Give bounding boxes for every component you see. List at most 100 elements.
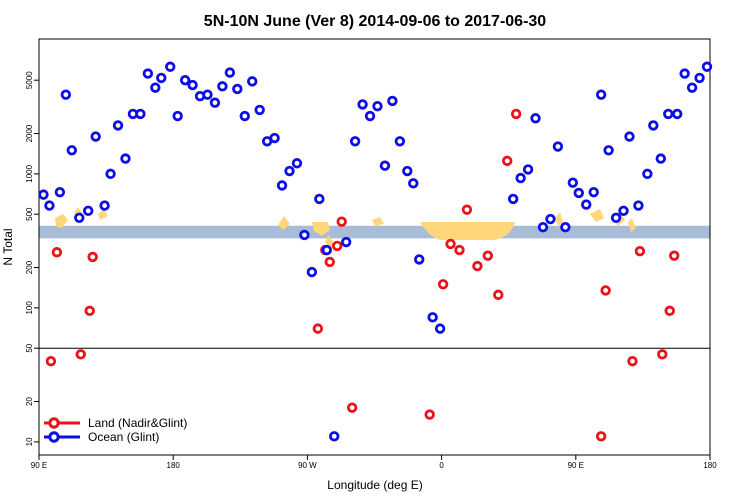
data-point-ocean	[603, 145, 614, 156]
data-point-ocean	[552, 141, 564, 152]
legend-label-ocean: Ocean (Glint)	[88, 430, 159, 444]
data-point-ocean	[60, 89, 72, 100]
land-shape-8	[590, 209, 604, 222]
legend-label-land: Land (Nadir&Glint)	[88, 416, 187, 430]
x-tick-label: 180	[167, 461, 181, 470]
data-point-ocean	[372, 100, 383, 112]
x-tick-label: 180	[703, 461, 717, 470]
data-point-ocean	[321, 244, 332, 256]
y-tick-label: 200	[25, 260, 34, 274]
data-point-ocean	[105, 168, 116, 180]
data-point-ocean	[83, 205, 94, 217]
data-point-land	[600, 285, 611, 296]
data-point-land	[664, 305, 675, 317]
data-point-ocean	[187, 79, 198, 91]
data-point-ocean	[522, 164, 534, 175]
data-point-ocean	[642, 168, 653, 180]
data-point-ocean	[99, 200, 110, 211]
data-point-ocean	[694, 72, 705, 84]
y-tick-label: 1000	[25, 164, 34, 182]
data-point-ocean	[573, 187, 584, 199]
data-point-land	[424, 409, 435, 420]
data-point-land	[510, 108, 522, 120]
land-shape-12	[372, 217, 384, 226]
data-point-land	[75, 349, 86, 360]
land-shape-2	[312, 222, 330, 236]
data-point-land	[84, 305, 95, 317]
data-point-land	[437, 279, 449, 290]
y-tick-label: 20	[25, 397, 34, 406]
data-point-ocean	[357, 99, 368, 110]
data-point-ocean	[209, 97, 221, 108]
data-point-ocean	[530, 113, 541, 124]
data-point-ocean	[610, 212, 622, 224]
data-point-ocean	[120, 153, 131, 164]
land-shape-11	[278, 216, 290, 230]
y-tick-label: 50	[25, 343, 34, 352]
data-point-ocean	[364, 110, 376, 122]
data-point-land	[346, 402, 358, 413]
data-point-land	[669, 250, 680, 261]
data-point-ocean	[633, 200, 644, 211]
data-point-ocean	[402, 165, 413, 177]
data-point-ocean	[379, 160, 391, 171]
data-point-land	[493, 289, 504, 301]
data-point-land	[472, 260, 483, 272]
data-point-ocean	[239, 110, 250, 122]
data-point-ocean	[663, 108, 674, 120]
y-tick-label: 5000	[25, 71, 34, 89]
data-point-ocean	[414, 254, 425, 265]
data-point-ocean	[165, 61, 176, 72]
data-point-ocean	[142, 68, 154, 79]
data-point-ocean	[624, 131, 635, 142]
data-point-ocean	[306, 266, 318, 278]
data-point-ocean	[156, 72, 167, 84]
data-point-ocean	[515, 172, 526, 184]
y-tick-label: 500	[25, 207, 34, 221]
data-point-ocean	[507, 193, 519, 205]
data-point-land	[324, 256, 335, 268]
data-point-land	[51, 247, 63, 258]
data-point-ocean	[276, 180, 288, 191]
data-point-ocean	[284, 165, 295, 177]
data-point-ocean	[340, 236, 352, 248]
data-point-ocean	[135, 108, 146, 120]
data-point-ocean	[291, 158, 303, 169]
chart-title: 5N-10N June (Ver 8) 2014-09-06 to 2017-0…	[204, 13, 547, 30]
x-tick-label: 0	[439, 461, 444, 470]
y-tick-label: 10	[25, 437, 34, 446]
data-point-land	[627, 355, 638, 367]
data-point-land	[461, 204, 473, 215]
sensor-band	[39, 225, 710, 239]
data-point-ocean	[567, 177, 579, 188]
data-point-ocean	[686, 82, 698, 93]
data-point-ocean	[254, 104, 265, 116]
data-point-land	[336, 216, 347, 227]
data-point-ocean	[217, 81, 228, 92]
data-point-land	[87, 251, 98, 263]
data-point-ocean	[150, 82, 161, 93]
land-shape-1	[420, 222, 515, 240]
x-tick-label: 90 E	[568, 461, 584, 470]
data-point-ocean	[595, 89, 607, 100]
y-tick-label: 2000	[25, 124, 34, 142]
data-point-ocean	[179, 75, 191, 86]
land-shape-4	[55, 214, 68, 228]
data-point-ocean	[202, 89, 213, 100]
data-point-land	[502, 155, 513, 167]
data-point-ocean	[671, 108, 683, 120]
data-point-ocean	[648, 120, 659, 131]
data-point-ocean	[588, 186, 599, 198]
data-point-ocean	[545, 213, 556, 225]
legend-marker-land	[48, 417, 60, 429]
data-point-ocean	[247, 76, 258, 87]
data-point-ocean	[434, 323, 446, 334]
data-point-ocean	[655, 153, 666, 164]
data-point-ocean	[387, 95, 398, 107]
data-point-land	[657, 349, 668, 360]
data-point-ocean	[44, 200, 55, 211]
data-point-ocean	[172, 110, 183, 122]
data-point-ocean	[329, 431, 340, 442]
plot-frame	[38, 38, 711, 456]
